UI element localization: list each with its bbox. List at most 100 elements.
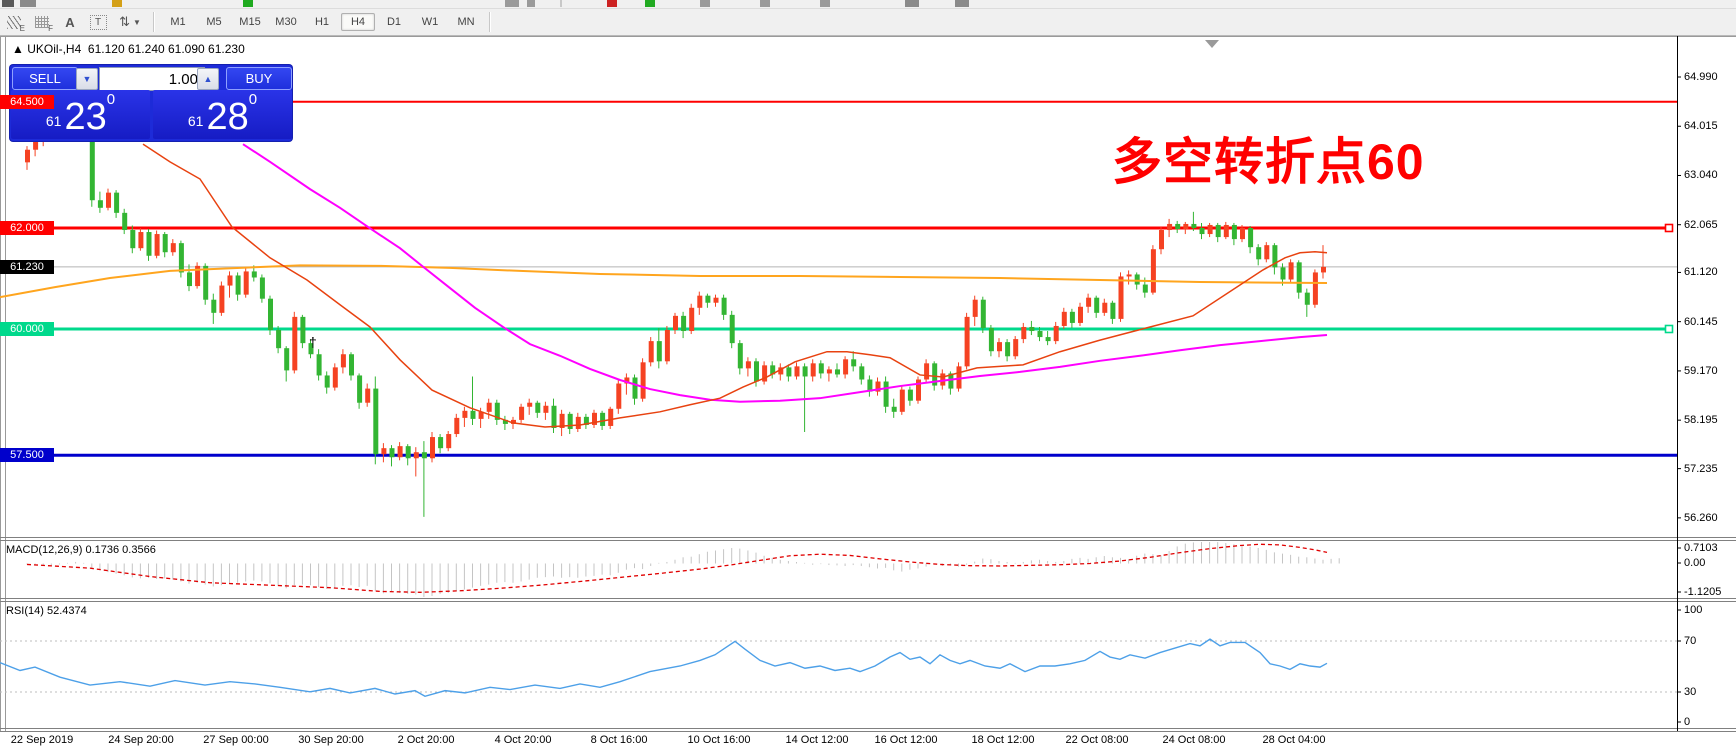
candle-body: [511, 419, 516, 424]
candle-body: [1167, 223, 1173, 231]
timeframe-button-h1[interactable]: H1: [314, 16, 330, 28]
arrange-icon[interactable]: ⇅ ▼: [119, 14, 141, 29]
candle-body: [1175, 223, 1181, 230]
candle-body: [616, 383, 622, 409]
candle-body: [519, 406, 525, 420]
sell-price-point: 0: [106, 91, 116, 108]
candle-body: [867, 379, 873, 392]
candle-body: [1215, 224, 1221, 238]
price-axis-label: 62.065: [1684, 218, 1718, 231]
collapse-arrow-icon[interactable]: ▲: [12, 42, 24, 56]
chevron-down-icon: ▼: [82, 74, 92, 84]
trend-lines-icon[interactable]: E: [1, 12, 27, 33]
chart-shift-marker-icon[interactable]: [1205, 40, 1219, 48]
price-axis-label: 63.040: [1684, 169, 1718, 182]
volume-input[interactable]: [99, 67, 205, 91]
candle-body: [33, 141, 39, 150]
fibonacci-grid-icon[interactable]: F: [29, 12, 55, 33]
candle-body: [1126, 274, 1132, 277]
rsi-indicator-label: RSI(14) 52.4374: [6, 605, 87, 617]
candle-body: [705, 295, 711, 303]
chart-window[interactable]: ▲ UKOil-,H4 61.120 61.240 61.090 61.230 …: [0, 36, 1736, 755]
chart-title: ▲ UKOil-,H4 61.120 61.240 61.090 61.230: [12, 42, 245, 56]
time-axis-label: 24 Sep 20:00: [108, 734, 174, 746]
candle-body: [972, 299, 978, 317]
timeframe-button-m1[interactable]: M1: [170, 16, 186, 28]
hline-handle[interactable]: [1664, 223, 1674, 233]
candle-body: [1045, 337, 1051, 342]
time-axis-label: 18 Oct 12:00: [971, 734, 1035, 746]
text-box-icon[interactable]: T: [85, 12, 111, 32]
candle-body: [1102, 302, 1108, 313]
toolbar-icon-fragment: [645, 0, 655, 7]
time-axis-label: 4 Oct 20:00: [494, 734, 552, 746]
buy-button[interactable]: BUY: [226, 67, 292, 90]
top-toolbar-partial-strip: [0, 0, 1736, 9]
candle-body: [1288, 262, 1294, 280]
candle-body: [1183, 223, 1189, 230]
candle-body: [300, 316, 306, 344]
buy-price-quote[interactable]: 61 28 0: [153, 90, 292, 139]
candle-body: [1061, 311, 1067, 326]
candle-body: [1321, 266, 1326, 273]
sell-price-major: 61: [45, 113, 62, 129]
timeframe-button-mn[interactable]: MN: [457, 16, 475, 28]
arrow-object-marker: †: [309, 334, 317, 350]
chart-text-annotation[interactable]: 多空转折点60: [1112, 134, 1425, 190]
timeframe-button-m30[interactable]: M30: [275, 16, 297, 28]
macd-indicator-label: MACD(12,26,9) 0.1736 0.3566: [6, 544, 156, 556]
candle-body: [1264, 245, 1270, 260]
candle-body: [1272, 245, 1278, 268]
candle-body: [770, 365, 776, 375]
candle-body: [373, 388, 379, 455]
candle-body: [648, 341, 654, 363]
timeframe-button-h4[interactable]: H4: [341, 13, 375, 31]
timeframe-button-m15[interactable]: M15: [239, 16, 261, 28]
timeframe-button-d1[interactable]: D1: [386, 16, 402, 28]
candle-body: [907, 389, 913, 401]
volume-decrease-button[interactable]: ▼: [76, 68, 98, 90]
candle-body: [162, 234, 168, 253]
time-axis-label: 24 Oct 08:00: [1162, 734, 1226, 746]
toolbar-icon-fragment: [527, 0, 535, 7]
timeframe-button-w1[interactable]: W1: [421, 16, 439, 28]
rsi-axis-label: 0: [1684, 716, 1691, 728]
chevron-up-icon: ▲: [203, 74, 213, 84]
volume-increase-button[interactable]: ▲: [197, 68, 219, 90]
window-left-border: [0, 36, 1, 731]
sell-price-pips: 23: [64, 96, 107, 138]
chevron-down-icon: ▼: [132, 17, 141, 27]
candle-body: [891, 406, 897, 412]
candle-body: [762, 365, 768, 382]
candle-body: [203, 265, 209, 300]
candle-body: [745, 361, 751, 369]
candle-body: [600, 412, 606, 426]
candle-body: [778, 367, 784, 375]
time-axis-label: 30 Sep 20:00: [298, 734, 364, 746]
buy-price-major: 61: [187, 113, 204, 129]
hline-handle[interactable]: [1664, 324, 1674, 334]
candle-body: [575, 416, 581, 429]
candle-body: [170, 243, 176, 253]
candle-body: [818, 363, 824, 374]
price-axis-label: 56.260: [1684, 511, 1718, 524]
candle-body: [543, 405, 549, 413]
sell-button[interactable]: SELL: [12, 67, 78, 90]
candle-body: [438, 437, 444, 449]
candle-body: [211, 299, 217, 313]
candle-body: [567, 413, 573, 429]
toolbar-icon-fragment: [905, 0, 919, 7]
chart-canvas[interactable]: [0, 36, 1736, 755]
candle-body: [308, 343, 314, 355]
price-axis-label: 58.195: [1684, 414, 1718, 427]
candle-body: [324, 375, 330, 388]
candle-body: [1304, 292, 1310, 305]
text-label-icon[interactable]: A: [65, 14, 75, 30]
candle-body: [1110, 302, 1116, 319]
timeframe-bar: M1 M5 M15 M30 H1 H4 D1 W1 MN: [160, 13, 484, 31]
candle-body: [365, 388, 371, 403]
timeframe-button-m5[interactable]: M5: [206, 16, 222, 28]
candle-body: [883, 381, 889, 407]
price-badge-61.230: 61.230: [0, 259, 54, 274]
